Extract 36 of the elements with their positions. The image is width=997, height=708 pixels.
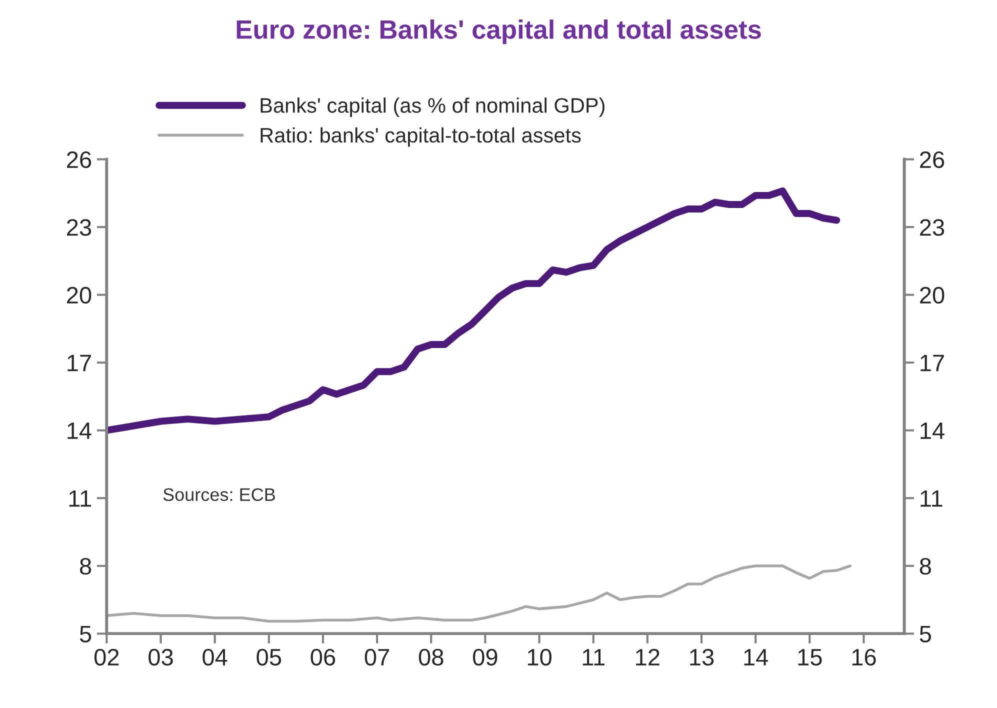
x-tick-label: 07 [364, 648, 389, 666]
x-tick-label: 08 [418, 648, 444, 666]
y-tick-label: 17 [68, 354, 91, 372]
line-series [106, 564, 852, 623]
x-tick-label: 04 [202, 648, 228, 666]
chart-title: Euro zone: Banks' capital and total assets [236, 20, 761, 44]
x-tick-label: 02 [94, 648, 119, 666]
y2-tick-label: 23 [920, 219, 944, 236]
x-tick-label: 06 [310, 648, 336, 666]
x-tick-label: 12 [636, 648, 660, 666]
y-tick-label: 23 [67, 219, 92, 236]
y2-tick-label: 14 [920, 422, 944, 439]
legend-label: Banks' capital (as % of nominal GDP) [260, 98, 604, 117]
x-tick-label: 14 [744, 649, 768, 666]
y-tick-label: 20 [67, 286, 92, 304]
y-tick-label: 8 [80, 558, 92, 575]
y2-tick-label: 17 [920, 354, 944, 372]
annotation: Sources: ECB [163, 488, 275, 502]
x-tick-label: 13 [690, 648, 714, 666]
x-tick-label: 09 [472, 648, 498, 666]
x-tick-label: 05 [256, 648, 282, 666]
legend-label: Ratio: banks' capital-to-total assets [260, 127, 581, 147]
y2-tick-label: 20 [920, 286, 944, 304]
y2-tick-label: 5 [920, 626, 932, 642]
y-tick-label: 26 [67, 151, 92, 168]
y-tick-label: 11 [69, 490, 91, 507]
y-tick-label: 14 [68, 422, 92, 439]
y2-tick-label: 8 [920, 558, 931, 575]
x-tick-label: 11 [582, 649, 604, 666]
x-tick-label: 03 [148, 648, 173, 666]
y2-tick-label: 26 [920, 151, 944, 168]
y-tick-label: 5 [80, 626, 92, 642]
y2-tick-label: 11 [920, 490, 942, 507]
x-tick-label: 10 [528, 648, 552, 666]
x-tick-label: 15 [798, 649, 822, 666]
x-tick-label: 16 [852, 648, 876, 666]
